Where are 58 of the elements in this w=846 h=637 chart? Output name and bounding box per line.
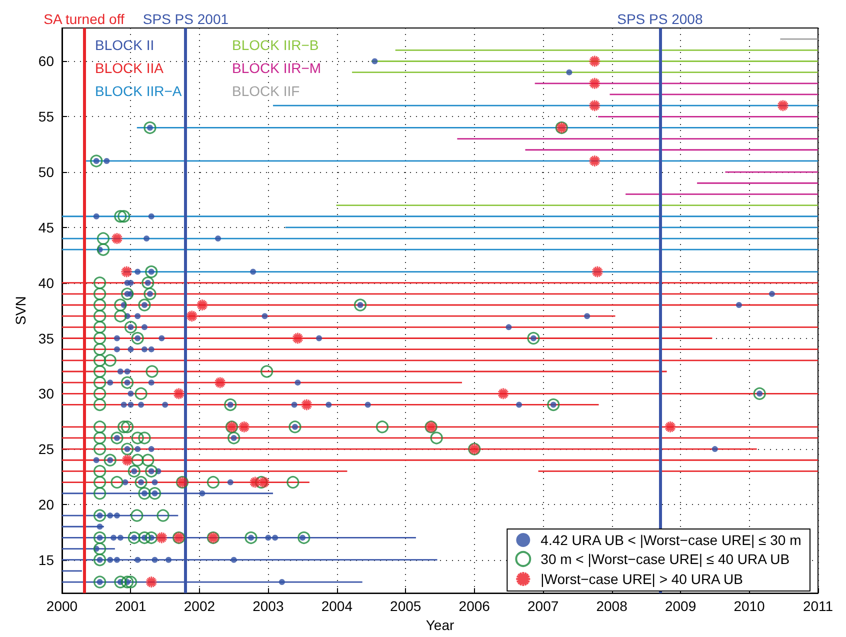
point bbox=[776, 99, 790, 112]
y-tick-label: 40 bbox=[38, 274, 54, 291]
x-tick-label: 2001 bbox=[115, 598, 147, 614]
ref-line-label: SA turned off bbox=[44, 11, 124, 27]
text: BLOCK IIR−B bbox=[232, 37, 319, 53]
point bbox=[664, 420, 676, 434]
ref-line-label: SPS PS 2008 bbox=[617, 11, 703, 27]
point bbox=[300, 398, 313, 411]
point bbox=[196, 298, 208, 312]
point bbox=[214, 376, 226, 389]
legend-label: 30 m < |Worst−case URE| ≤ 40 URA UB bbox=[540, 551, 790, 567]
y-tick-label: 35 bbox=[38, 330, 54, 346]
point bbox=[110, 232, 124, 245]
point bbox=[145, 576, 158, 588]
x-tick-label: 2011 bbox=[802, 598, 834, 614]
point bbox=[258, 476, 270, 488]
y-axis-title: SVN bbox=[12, 296, 29, 325]
x-tick-label: 2003 bbox=[252, 598, 284, 614]
text: BLOCK IIR−M bbox=[232, 60, 322, 76]
point bbox=[588, 99, 601, 112]
ref-line-label: SPS PS 2001 bbox=[142, 11, 229, 27]
point bbox=[588, 154, 601, 168]
text: BLOCK II bbox=[95, 37, 154, 53]
point bbox=[497, 388, 510, 400]
x-tick-label: 2000 bbox=[46, 598, 78, 614]
y-tick-label: 55 bbox=[38, 108, 54, 125]
y-tick-label: 60 bbox=[38, 53, 54, 70]
point bbox=[292, 332, 304, 344]
point bbox=[156, 532, 168, 544]
x-tick-label: 2005 bbox=[390, 598, 422, 614]
y-tick-label: 50 bbox=[38, 164, 54, 180]
y-tick-label: 45 bbox=[38, 219, 54, 236]
point bbox=[186, 310, 198, 322]
x-tick-label: 2004 bbox=[321, 598, 353, 614]
y-tick-label: 15 bbox=[38, 552, 54, 568]
y-tick-label: 30 bbox=[38, 386, 54, 402]
x-tick-label: 2007 bbox=[528, 598, 559, 614]
legend-label: |Worst−case URE| > 40 URA UB bbox=[540, 571, 743, 587]
x-axis-title: Year bbox=[426, 617, 454, 633]
point bbox=[588, 77, 601, 90]
point bbox=[172, 388, 185, 400]
point bbox=[120, 266, 133, 278]
text: BLOCK IIF bbox=[232, 83, 300, 99]
point bbox=[591, 266, 604, 278]
text: BLOCK IIA bbox=[95, 60, 164, 76]
point bbox=[121, 454, 134, 466]
x-tick-label: 2008 bbox=[596, 598, 628, 614]
legend-label: 4.42 URA UB < |Worst−case URE| ≤ 30 m bbox=[540, 532, 802, 548]
point bbox=[588, 55, 601, 68]
x-tick-label: 2009 bbox=[664, 598, 696, 614]
point bbox=[238, 420, 250, 434]
y-tick-label: 25 bbox=[38, 441, 54, 458]
x-tick-label: 2006 bbox=[458, 598, 490, 614]
text: BLOCK IIR−A bbox=[95, 83, 182, 99]
x-tick-label: 2002 bbox=[184, 598, 216, 614]
point bbox=[248, 476, 262, 488]
x-tick-label: 2010 bbox=[734, 598, 766, 614]
y-tick-label: 20 bbox=[38, 496, 54, 512]
